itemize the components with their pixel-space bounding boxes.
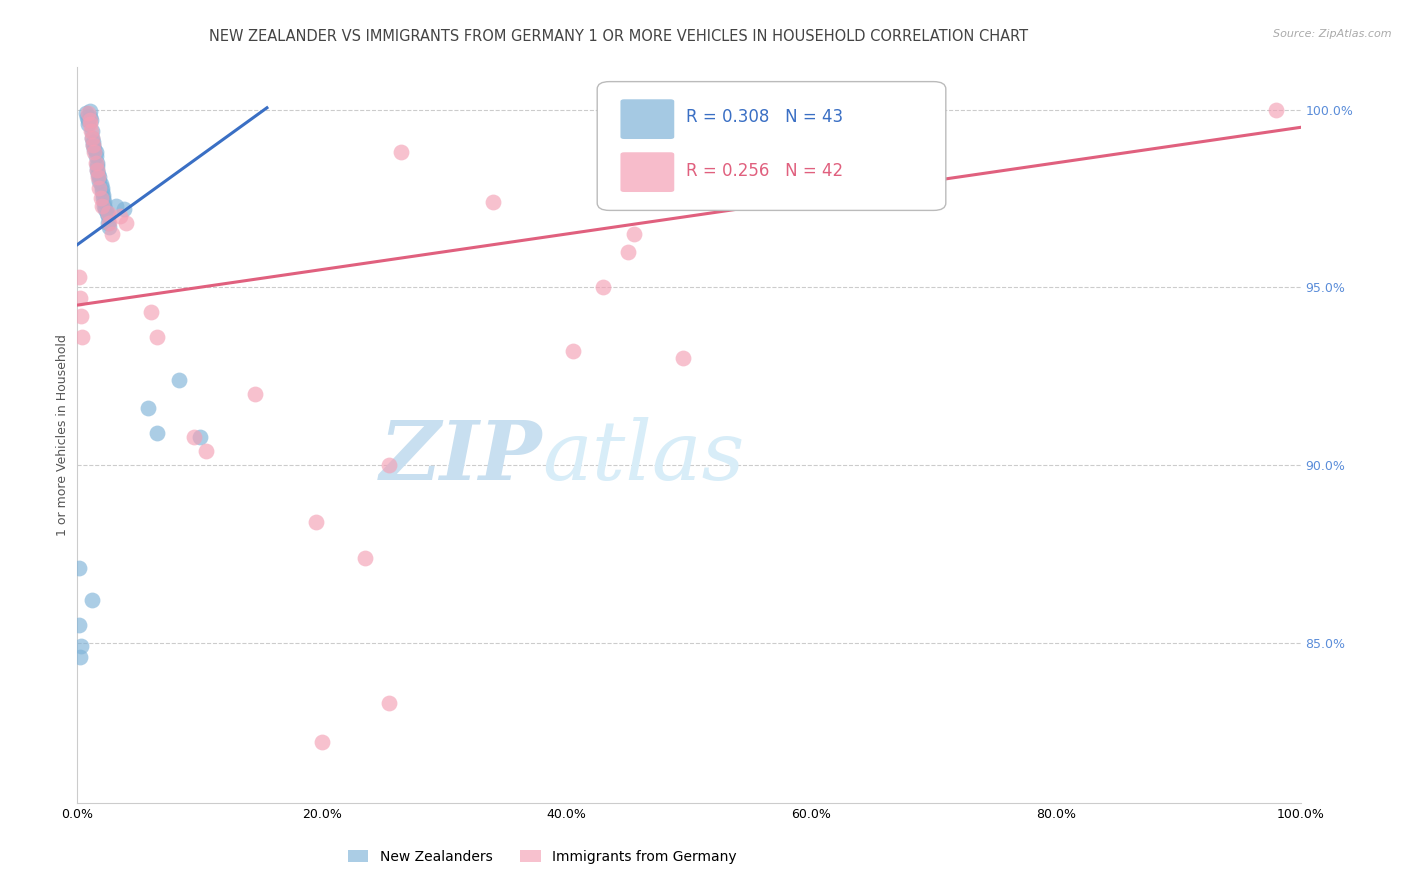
- Point: [69, 291, 91, 305]
- Point: [97, 216, 120, 230]
- Point: [80, 124, 103, 138]
- Point: [90, 178, 112, 192]
- Point: [70, 330, 93, 344]
- Point: [79, 110, 101, 124]
- Point: [86, 160, 108, 174]
- Point: [561, 344, 583, 359]
- Point: [89, 181, 111, 195]
- Point: [70, 309, 93, 323]
- Point: [94, 202, 117, 216]
- Point: [83, 142, 105, 156]
- Point: [89, 174, 111, 188]
- Point: [311, 735, 333, 749]
- Point: [87, 167, 110, 181]
- Point: [84, 145, 107, 160]
- Text: NEW ZEALANDER VS IMMIGRANTS FROM GERMANY 1 OR MORE VEHICLES IN HOUSEHOLD CORRELA: NEW ZEALANDER VS IMMIGRANTS FROM GERMANY…: [209, 29, 1028, 44]
- Point: [77, 113, 100, 128]
- Point: [97, 209, 120, 223]
- Point: [108, 209, 131, 223]
- Point: [136, 401, 159, 416]
- Point: [80, 113, 103, 128]
- Point: [84, 149, 107, 163]
- Point: [98, 216, 121, 230]
- Point: [80, 593, 103, 607]
- Point: [391, 145, 413, 160]
- Point: [672, 351, 695, 366]
- Point: [727, 135, 749, 149]
- Point: [617, 244, 640, 259]
- Point: [183, 429, 205, 443]
- Point: [67, 561, 90, 575]
- Legend: New Zealanders, Immigrants from Germany: New Zealanders, Immigrants from Germany: [342, 845, 742, 870]
- Point: [139, 305, 162, 319]
- Point: [98, 219, 121, 234]
- Point: [90, 181, 112, 195]
- Point: [86, 163, 108, 178]
- Point: [80, 131, 103, 145]
- Point: [146, 426, 169, 441]
- Point: [77, 106, 100, 120]
- Point: [90, 184, 112, 198]
- Point: [623, 227, 645, 241]
- Point: [378, 696, 401, 710]
- Point: [80, 131, 103, 145]
- Point: [93, 198, 115, 212]
- Point: [243, 387, 266, 401]
- Point: [91, 187, 114, 202]
- Point: [112, 202, 135, 216]
- Point: [77, 117, 100, 131]
- FancyBboxPatch shape: [620, 99, 675, 139]
- Text: R = 0.308   N = 43: R = 0.308 N = 43: [686, 108, 844, 126]
- Point: [353, 550, 375, 565]
- Text: Source: ZipAtlas.com: Source: ZipAtlas.com: [1274, 29, 1392, 38]
- Point: [83, 145, 105, 160]
- FancyBboxPatch shape: [620, 153, 675, 192]
- Point: [1265, 103, 1288, 117]
- Point: [82, 138, 104, 153]
- Y-axis label: 1 or more Vehicles in Household: 1 or more Vehicles in Household: [56, 334, 69, 536]
- Point: [79, 117, 101, 131]
- Point: [87, 170, 110, 185]
- Point: [82, 138, 104, 153]
- FancyBboxPatch shape: [598, 81, 946, 211]
- Point: [105, 198, 128, 212]
- Point: [90, 198, 112, 212]
- Point: [89, 170, 111, 185]
- Point: [97, 205, 120, 219]
- Point: [84, 156, 107, 170]
- Point: [86, 156, 108, 170]
- Point: [188, 429, 211, 443]
- Point: [79, 104, 101, 119]
- Point: [69, 650, 91, 665]
- Point: [86, 163, 108, 178]
- Point: [96, 205, 118, 219]
- Point: [146, 330, 169, 344]
- Point: [378, 458, 401, 472]
- Point: [70, 640, 93, 654]
- Point: [305, 515, 328, 529]
- Point: [100, 227, 122, 241]
- Text: ZIP: ZIP: [380, 417, 543, 497]
- Text: R = 0.256   N = 42: R = 0.256 N = 42: [686, 161, 844, 179]
- Point: [194, 443, 217, 458]
- Point: [76, 110, 98, 124]
- Point: [93, 194, 115, 209]
- Text: atlas: atlas: [543, 417, 745, 497]
- Point: [75, 106, 97, 120]
- Point: [90, 191, 112, 205]
- Point: [167, 373, 190, 387]
- Point: [67, 269, 90, 284]
- Point: [115, 216, 138, 230]
- Point: [91, 191, 114, 205]
- Point: [67, 618, 90, 632]
- Point: [80, 124, 103, 138]
- Point: [678, 163, 700, 178]
- Point: [82, 135, 104, 149]
- Point: [592, 280, 614, 294]
- Point: [79, 113, 101, 128]
- Point: [482, 194, 505, 209]
